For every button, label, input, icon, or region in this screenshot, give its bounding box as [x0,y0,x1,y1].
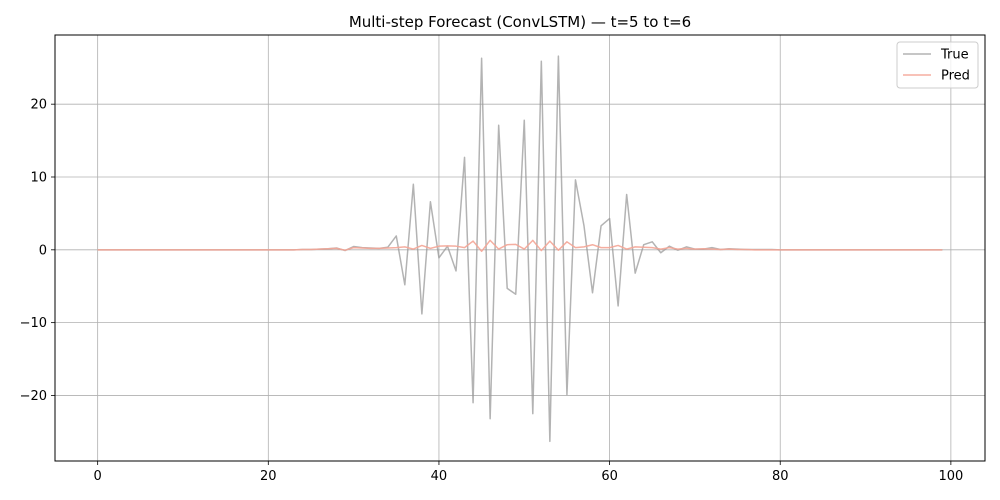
legend-label-true: True [940,48,969,63]
x-tick-label: 100 [938,469,963,484]
y-tick-label: −20 [20,389,47,404]
legend: True Pred [896,41,979,89]
x-tick-label: 80 [772,469,789,484]
chart-title: Multi-step Forecast (ConvLSTM) — t=5 to … [349,13,691,31]
series-line-pred [97,239,943,253]
plot-frame [54,34,986,462]
y-tick-label: −10 [20,316,47,331]
axis-ticks: 0 20 40 60 80 100 −20 −10 0 10 20 [20,98,964,484]
y-tick-label: 10 [30,171,47,186]
x-tick-label: 40 [431,469,448,484]
x-tick-label: 20 [260,469,277,484]
x-tick-label: 0 [94,469,102,484]
legend-label-pred: Pred [941,69,970,84]
x-tick-label: 60 [601,469,618,484]
series-group [97,55,943,443]
y-tick-label: 20 [30,98,47,113]
y-tick-label: 0 [39,243,47,258]
